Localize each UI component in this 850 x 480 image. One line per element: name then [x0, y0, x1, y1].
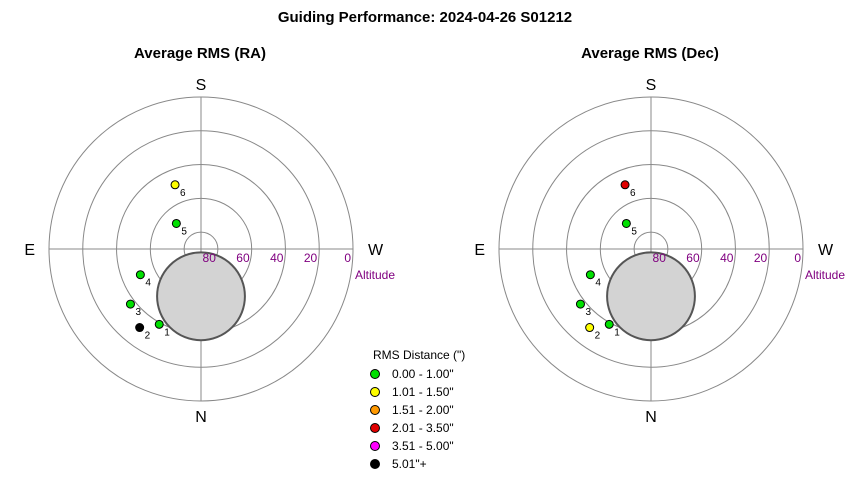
- legend-swatch-1: [370, 387, 380, 397]
- altitude-axis-label: Altitude: [805, 268, 845, 282]
- data-point-3: [125, 299, 135, 309]
- legend-swatch-5: [370, 459, 380, 469]
- data-point-label-6: 6: [630, 188, 636, 199]
- direction-label-bottom: N: [645, 409, 657, 426]
- altitude-tick-80: 80: [203, 251, 217, 265]
- direction-label-top: S: [646, 77, 657, 94]
- legend-title: RMS Distance ("): [373, 348, 466, 362]
- data-point-5: [171, 218, 181, 228]
- data-point-4: [135, 270, 145, 280]
- chart-title-dec: Average RMS (Dec): [581, 45, 719, 62]
- data-point-label-4: 4: [595, 278, 601, 289]
- direction-label-bottom: N: [195, 409, 207, 426]
- legend-label-3: 2.01 - 3.50": [392, 421, 454, 435]
- legend-swatch-2: [370, 405, 380, 415]
- direction-label-left: E: [24, 242, 35, 259]
- legend-swatch-3: [370, 423, 380, 433]
- data-point-label-1: 1: [164, 327, 170, 338]
- data-point-label-2: 2: [595, 331, 601, 342]
- polar-plot-dec: S N E W 80 60 40 20 0 Altitude 1 2 3 4 5 6: [474, 77, 845, 426]
- data-point-label-3: 3: [585, 307, 591, 318]
- data-point-label-4: 4: [145, 278, 151, 289]
- altitude-tick-80: 80: [653, 251, 667, 265]
- legend-label-5: 5.01"+: [392, 457, 427, 471]
- altitude-tick-0: 0: [794, 251, 801, 265]
- polar-chart-ra: Average RMS (RA) S N E W 80 60 40 20 0 Altitude 1 2…: [0, 0, 400, 480]
- legend-label-0: 0.00 - 1.00": [392, 367, 454, 381]
- data-point-2: [135, 323, 145, 333]
- data-point-1: [604, 319, 614, 329]
- chart-title-ra: Average RMS (RA): [134, 45, 266, 62]
- legend-swatch-4: [370, 441, 380, 451]
- altitude-axis-label: Altitude: [355, 268, 395, 282]
- data-point-label-3: 3: [135, 307, 141, 318]
- data-point-label-5: 5: [631, 226, 637, 237]
- moon-disk: [156, 251, 246, 342]
- data-point-5: [621, 218, 631, 228]
- data-point-label-6: 6: [180, 188, 186, 199]
- chart-main-title: Guiding Performance: 2024-04-26 S01212: [277, 9, 573, 26]
- data-point-4: [585, 270, 595, 280]
- polar-chart-dec: Average RMS (Dec) S N E W 80 60 40 20 0 Altitude 1…: [450, 0, 850, 480]
- data-point-label-5: 5: [181, 226, 187, 237]
- altitude-tick-60: 60: [686, 251, 700, 265]
- direction-label-top: S: [196, 77, 207, 94]
- polar-plot-ra: S N E W 80 60 40 20 0 Altitude 1 2 3 4 5 6: [24, 77, 395, 426]
- data-point-3: [575, 299, 585, 309]
- data-point-label-2: 2: [145, 331, 151, 342]
- altitude-tick-40: 40: [720, 251, 734, 265]
- altitude-tick-0: 0: [344, 251, 351, 265]
- data-point-1: [154, 319, 164, 329]
- direction-label-right: W: [368, 242, 384, 259]
- legend-swatch-0: [370, 369, 380, 379]
- data-point-label-1: 1: [614, 327, 620, 338]
- legend-label-2: 1.51 - 2.00": [392, 403, 454, 417]
- legend-label-4: 3.51 - 5.00": [392, 439, 454, 453]
- moon-disk: [606, 251, 696, 342]
- direction-label-left: E: [474, 242, 485, 259]
- altitude-tick-20: 20: [754, 251, 768, 265]
- altitude-tick-20: 20: [304, 251, 318, 265]
- data-point-6: [170, 180, 180, 190]
- data-point-2: [585, 323, 595, 333]
- data-point-6: [620, 180, 630, 190]
- altitude-tick-40: 40: [270, 251, 284, 265]
- direction-label-right: W: [818, 242, 834, 259]
- legend-label-1: 1.01 - 1.50": [392, 385, 454, 399]
- altitude-tick-60: 60: [236, 251, 250, 265]
